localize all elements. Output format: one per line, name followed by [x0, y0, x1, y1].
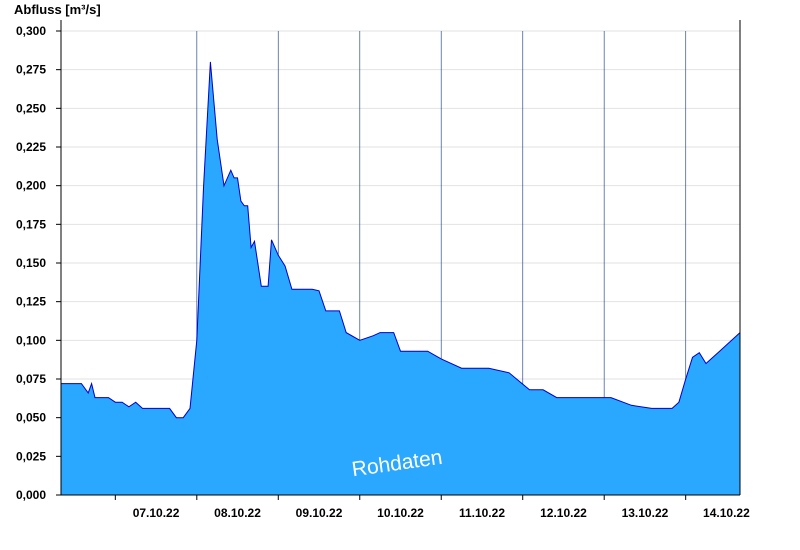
y-tick-label: 0,150	[16, 256, 46, 270]
x-tick-label: 13.10.22	[622, 506, 669, 520]
y-tick-label: 0,000	[16, 488, 46, 502]
y-tick-label: 0,025	[16, 449, 46, 463]
y-tick-label: 0,300	[16, 24, 46, 38]
x-tick-label: 08.10.22	[214, 506, 261, 520]
x-tick-label: 12.10.22	[540, 506, 587, 520]
y-axis-ticks: 0,000 0,025 0,050 0,075 0,100 0,125 0,150 0,175…	[16, 24, 61, 502]
x-tick-label: 10.10.22	[377, 506, 424, 520]
x-tick-label: 09.10.22	[296, 506, 343, 520]
x-tick-label: 14.10.22	[703, 506, 750, 520]
x-tick-label: 07.10.22	[133, 506, 180, 520]
y-tick-label: 0,050	[16, 411, 46, 425]
y-tick-label: 0,275	[16, 63, 46, 77]
x-axis-ticks: 07.10.22 08.10.22 09.10.22 10.10.22 11.10.22…	[114, 495, 750, 520]
y-tick-label: 0,125	[16, 295, 46, 309]
y-tick-label: 0,175	[16, 217, 46, 231]
y-tick-label: 0,200	[16, 179, 46, 193]
discharge-area	[61, 61, 740, 496]
y-tick-label: 0,100	[16, 333, 46, 347]
y-tick-label: 0,075	[16, 372, 46, 386]
axes	[60, 20, 741, 496]
y-axis-label: Abfluss [m³/s]	[14, 2, 101, 17]
y-tick-label: 0,225	[16, 140, 46, 154]
discharge-line	[61, 61, 741, 419]
y-tick-label: 0,250	[16, 101, 46, 115]
x-tick-label: 11.10.22	[459, 506, 505, 520]
